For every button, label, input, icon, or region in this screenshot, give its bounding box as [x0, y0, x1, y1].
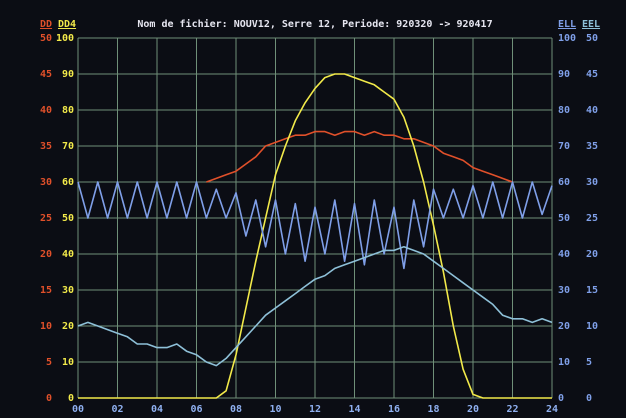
- y-tick-label: 90: [62, 69, 74, 80]
- y-tick-label: 45: [586, 69, 598, 80]
- y-tick-label: 15: [586, 285, 598, 296]
- y-tick-label: 90: [558, 69, 570, 80]
- screen: [0, 0, 626, 418]
- x-tick-label: 02: [111, 404, 123, 415]
- y-tick-label: 20: [62, 321, 74, 332]
- y-tick-label: 50: [586, 33, 598, 44]
- y-tick-label: 50: [40, 33, 52, 44]
- x-tick-label: 14: [348, 404, 360, 415]
- y-tick-label: 100: [56, 33, 74, 44]
- y-tick-label: 35: [40, 141, 52, 152]
- y-tick-label: 10: [586, 321, 598, 332]
- y-tick-label: 35: [586, 141, 598, 152]
- y-tick-label: 20: [586, 249, 598, 260]
- x-tick-label: 16: [388, 404, 400, 415]
- x-tick-label: 18: [427, 404, 439, 415]
- chart: Nom de fichier: NOUV12, Serre 12, Period…: [0, 0, 626, 418]
- y-tick-label: 0: [46, 393, 52, 404]
- y-tick-label: 40: [558, 249, 570, 260]
- y-tick-label: 20: [558, 321, 570, 332]
- y-tick-label: 45: [40, 69, 52, 80]
- legend-label: DD4: [58, 19, 76, 30]
- x-tick-label: 04: [151, 404, 163, 415]
- y-tick-label: 60: [558, 177, 570, 188]
- y-tick-label: 40: [586, 105, 598, 116]
- y-tick-label: 40: [40, 105, 52, 116]
- legend-label: ELL: [558, 19, 576, 30]
- y-tick-label: 5: [586, 357, 592, 368]
- x-tick-label: 12: [309, 404, 321, 415]
- y-tick-label: 80: [558, 105, 570, 116]
- y-tick-label: 40: [62, 249, 74, 260]
- y-tick-label: 30: [586, 177, 598, 188]
- chart-title: Nom de fichier: NOUV12, Serre 12, Period…: [137, 18, 492, 30]
- y-tick-label: 50: [558, 213, 570, 224]
- x-tick-label: 20: [467, 404, 479, 415]
- x-tick-label: 00: [72, 404, 84, 415]
- x-tick-label: 10: [269, 404, 281, 415]
- y-tick-label: 25: [586, 213, 598, 224]
- y-tick-label: 0: [586, 393, 592, 404]
- legend-label: EEL: [582, 19, 600, 30]
- y-tick-label: 0: [68, 393, 74, 404]
- y-tick-label: 70: [62, 141, 74, 152]
- x-tick-label: 24: [546, 404, 558, 415]
- y-tick-label: 30: [558, 285, 570, 296]
- y-tick-label: 15: [40, 285, 52, 296]
- y-tick-label: 50: [62, 213, 74, 224]
- y-tick-label: 100: [558, 33, 576, 44]
- y-tick-label: 10: [62, 357, 74, 368]
- y-tick-label: 5: [46, 357, 52, 368]
- y-tick-label: 10: [40, 321, 52, 332]
- y-tick-label: 60: [62, 177, 74, 188]
- x-tick-label: 08: [230, 404, 242, 415]
- x-tick-label: 06: [190, 404, 202, 415]
- x-tick-label: 22: [506, 404, 518, 415]
- y-tick-label: 30: [62, 285, 74, 296]
- y-tick-label: 25: [40, 213, 52, 224]
- y-tick-label: 80: [62, 105, 74, 116]
- legend-label: DD: [40, 19, 52, 30]
- y-tick-label: 0: [558, 393, 564, 404]
- y-tick-label: 10: [558, 357, 570, 368]
- y-tick-label: 70: [558, 141, 570, 152]
- y-tick-label: 20: [40, 249, 52, 260]
- y-tick-label: 30: [40, 177, 52, 188]
